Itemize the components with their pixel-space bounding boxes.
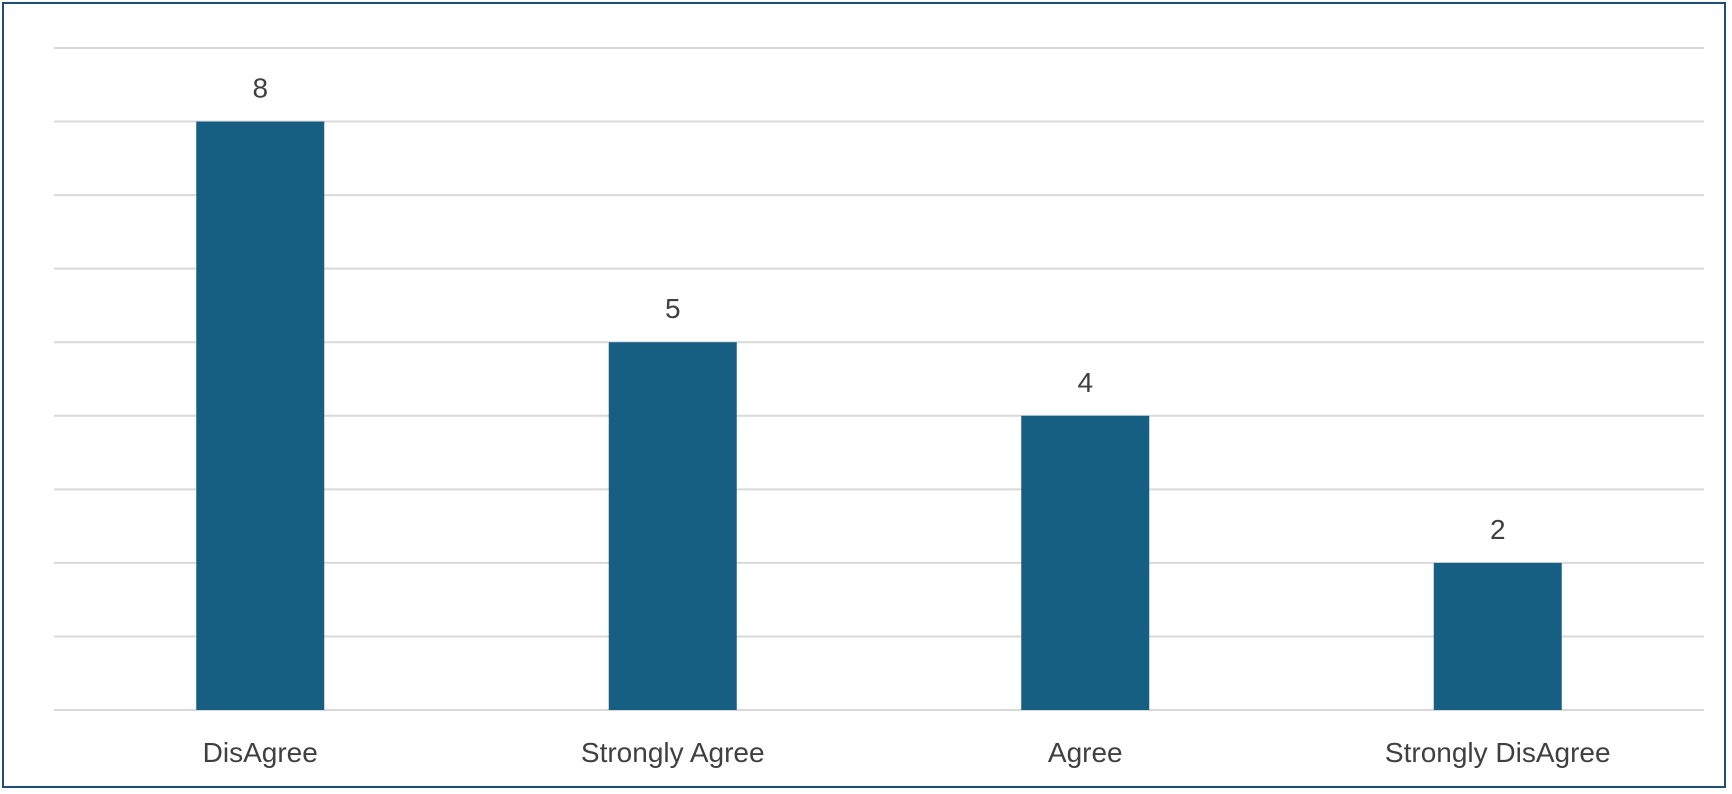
bars bbox=[196, 121, 1562, 711]
bar-strongly-disagree[interactable] bbox=[1433, 562, 1562, 710]
category-label: DisAgree bbox=[203, 737, 318, 768]
bar-agree[interactable] bbox=[1021, 415, 1150, 710]
bar-disagree[interactable] bbox=[196, 121, 325, 711]
data-label: 8 bbox=[252, 73, 268, 104]
category-label: Strongly DisAgree bbox=[1385, 737, 1611, 768]
data-label: 2 bbox=[1490, 514, 1506, 545]
category-labels: DisAgree Strongly Agree Agree Strongly DisA… bbox=[203, 737, 1611, 768]
bar-chart: 8 5 4 2 DisAgree Strongly Agree Agree Strongly… bbox=[54, 47, 1704, 768]
category-label: Agree bbox=[1048, 737, 1123, 768]
bar-strongly-agree[interactable] bbox=[608, 342, 737, 710]
data-label: 5 bbox=[665, 293, 681, 324]
data-label: 4 bbox=[1077, 367, 1093, 398]
gridlines bbox=[54, 47, 1704, 711]
category-label: Strongly Agree bbox=[581, 737, 765, 768]
data-labels: 8 5 4 2 bbox=[252, 73, 1505, 545]
